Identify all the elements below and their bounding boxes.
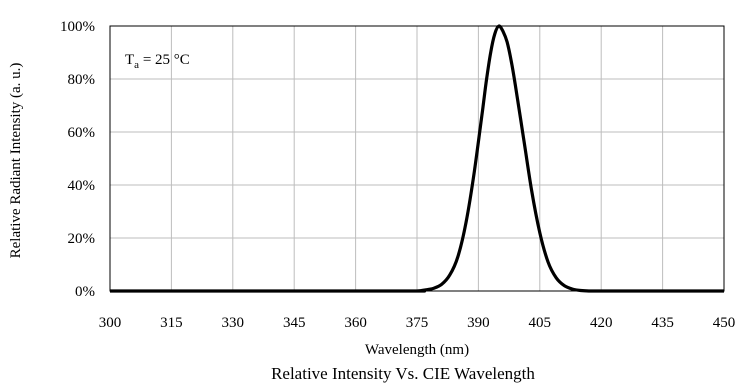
x-tick-label: 375: [406, 315, 429, 331]
grid-lines: [109, 25, 725, 292]
x-tick-label: 435: [651, 315, 674, 331]
y-axis-label: Relative Radiant Intensity (a. u.): [8, 63, 24, 259]
x-tick-label: 390: [467, 315, 490, 331]
series-group: [109, 24, 724, 293]
x-tick-label: 330: [222, 315, 245, 331]
annotation-sub: a: [134, 59, 139, 71]
series-line: [109, 24, 724, 293]
annotation-rest: = 25 °C: [139, 52, 190, 68]
temperature-annotation: Ta = 25 °C: [125, 52, 190, 71]
y-tick-labels: 0% 20% 40% 60% 80% 100%: [60, 19, 95, 300]
y-tick-label: 20%: [68, 231, 96, 247]
x-tick-label: 420: [590, 315, 613, 331]
x-tick-label: 360: [344, 315, 367, 331]
y-tick-label: 0%: [75, 284, 95, 300]
x-tick-label: 300: [99, 315, 122, 331]
x-tick-label: 405: [529, 315, 552, 331]
y-tick-label: 60%: [68, 125, 96, 141]
annotation-main: T: [125, 52, 134, 68]
x-axis-label: Wavelength (nm): [365, 342, 469, 358]
chart-title: Relative Intensity Vs. CIE Wavelength: [271, 364, 535, 383]
x-tick-labels: 300 315 330 345 360 375 390 405 420 435 450: [99, 315, 736, 331]
x-tick-label: 345: [283, 315, 306, 331]
x-tick-label: 450: [713, 315, 736, 331]
y-tick-label: 40%: [68, 178, 96, 194]
x-tick-label: 315: [160, 315, 183, 331]
y-tick-label: 100%: [60, 19, 95, 35]
y-tick-label: 80%: [68, 72, 96, 88]
